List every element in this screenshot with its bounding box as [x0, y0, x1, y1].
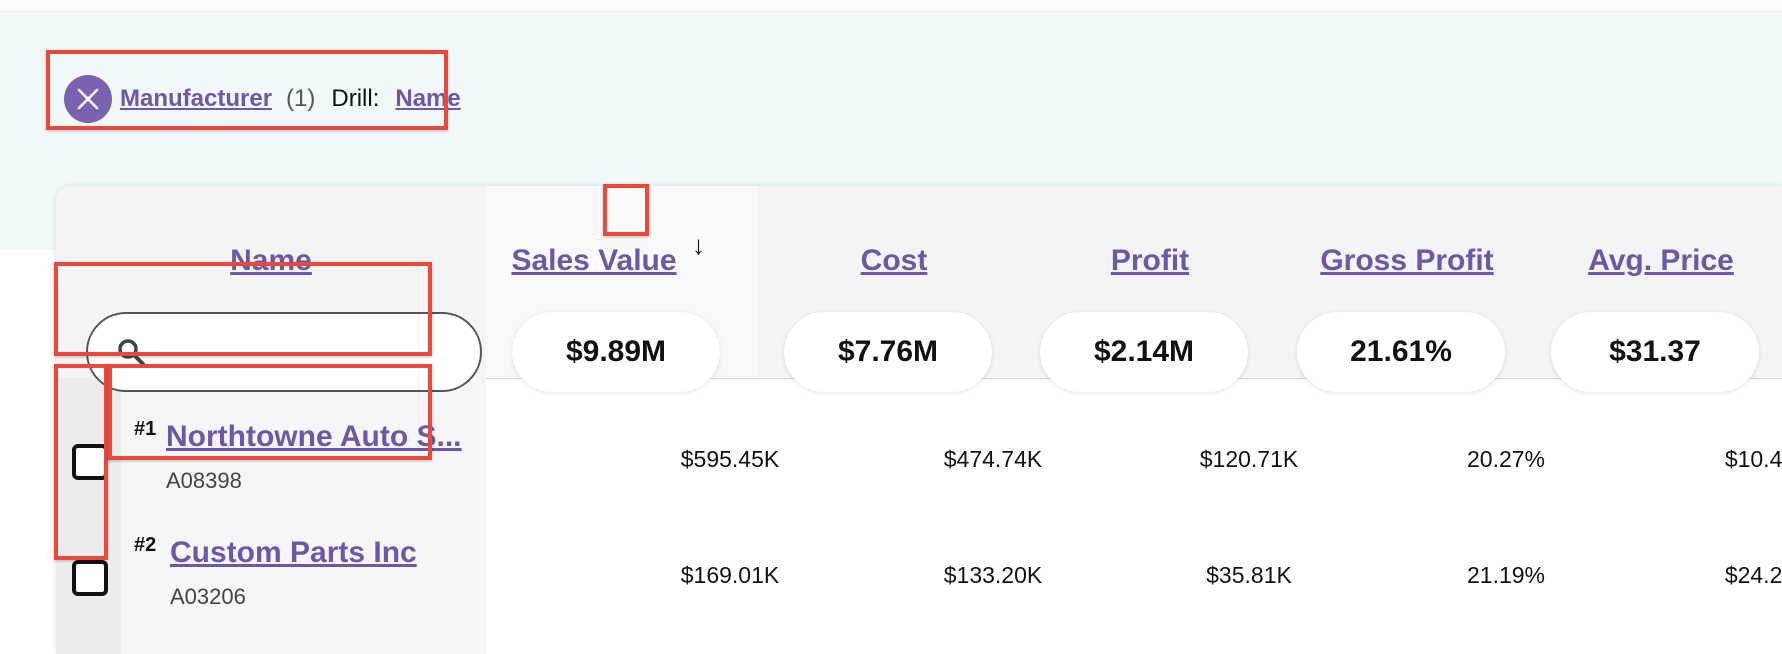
cell-avg-price: $10.42 — [1724, 446, 1782, 472]
filter-count: (1) — [286, 85, 316, 112]
table-row: #1 Northtowne Auto S... A08398 $595.45K … — [56, 408, 1782, 524]
cell-profit: $120.71K — [1199, 446, 1299, 472]
row-code: A03206 — [170, 584, 246, 609]
drill-link[interactable]: Name — [395, 85, 461, 112]
table-row: #2 Custom Parts Inc A03206 $169.01K $133… — [56, 524, 1782, 640]
filter-chip: Manufacturer (1) Drill: Name — [64, 74, 461, 124]
cell-sales-value: $169.01K — [680, 562, 780, 588]
row-rank: #1 — [134, 418, 157, 440]
row-checkbox[interactable] — [72, 560, 108, 596]
column-header-cost[interactable]: Cost — [860, 244, 928, 277]
close-icon — [77, 88, 99, 110]
column-header-name[interactable]: Name — [230, 244, 312, 277]
data-table: Name Sales Value Cost Profit Gross Profi… — [56, 186, 1782, 654]
total-avg-price: $31.37 — [1551, 312, 1759, 392]
cell-avg-price: $24.26 — [1724, 562, 1782, 588]
row-name-link[interactable]: Northtowne Auto S... — [166, 420, 462, 453]
cell-cost: $474.74K — [943, 446, 1043, 472]
column-header-profit[interactable]: Profit — [1110, 244, 1190, 277]
total-gross-profit: 21.61% — [1297, 312, 1505, 392]
drill-label: Drill: — [331, 85, 380, 112]
total-sales-value: $9.89M — [512, 312, 720, 392]
column-header-gross-profit[interactable]: Gross Profit — [1320, 244, 1494, 277]
column-header-avg-price[interactable]: Avg. Price — [1588, 244, 1734, 277]
name-search-box[interactable] — [86, 312, 482, 392]
filter-field-link[interactable]: Manufacturer — [120, 85, 273, 112]
cell-gross-profit: 20.27% — [1466, 446, 1545, 472]
row-name-link[interactable]: Custom Parts Inc — [170, 536, 417, 569]
row-code: A08398 — [166, 468, 242, 493]
clear-filter-button[interactable] — [64, 75, 112, 123]
cell-gross-profit: 21.19% — [1466, 562, 1545, 588]
row-checkbox[interactable] — [72, 444, 108, 480]
cell-sales-value: $595.45K — [680, 446, 780, 472]
cell-cost: $133.20K — [943, 562, 1043, 588]
search-input[interactable] — [160, 337, 464, 367]
column-header-sales-value[interactable]: Sales Value — [511, 244, 677, 277]
arrow-down-icon[interactable]: ↓ — [692, 230, 705, 260]
search-icon — [118, 339, 145, 366]
cell-profit: $35.81K — [1206, 562, 1292, 588]
row-rank: #2 — [134, 534, 157, 556]
total-profit: $2.14M — [1040, 312, 1248, 392]
total-cost: $7.76M — [784, 312, 992, 392]
name-column-bg — [56, 378, 486, 654]
